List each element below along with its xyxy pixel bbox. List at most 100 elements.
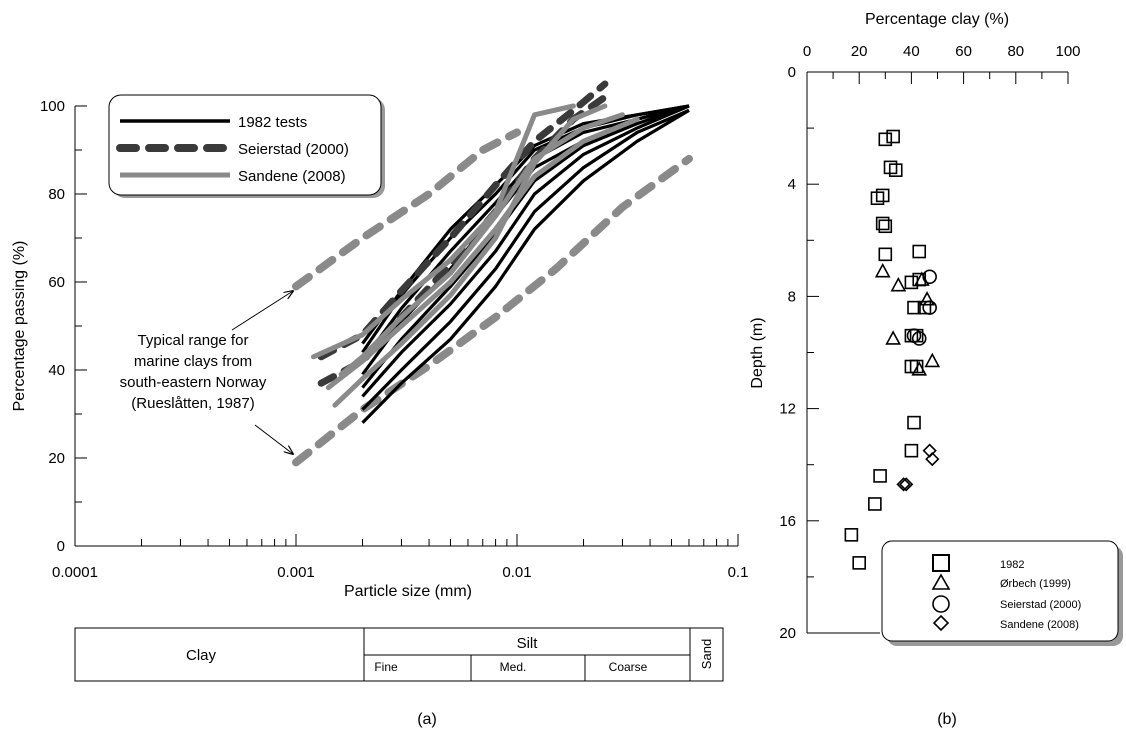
legend-b-marker-diamond — [932, 614, 950, 632]
point-1982 — [912, 244, 927, 259]
panel-a-x-tick-label: 0.001 — [277, 564, 315, 581]
legend-label-sandene: Sandene (2008) — [238, 168, 346, 185]
point-seierstad-2000 — [922, 269, 937, 285]
panel-b-x-tick-label: 100 — [1055, 43, 1080, 60]
panel-b-markers-layer — [844, 129, 941, 570]
curve-typical-range-for-marine-clays-1 — [292, 128, 521, 291]
panel-a-x-ticks: 0.0001 0.001 0.01 0.1 — [52, 534, 748, 581]
panel-a-x-tick-label: 0.1 — [728, 564, 749, 581]
point-1982 — [878, 247, 893, 262]
point-1982 — [904, 443, 919, 458]
panel-b-y-tick-label: 20 — [779, 625, 796, 642]
point-1982 — [907, 300, 921, 315]
point-1982 — [844, 528, 859, 542]
panel-b-label: (b) — [937, 711, 957, 728]
point-seierstad-2000 — [911, 331, 927, 346]
point-sandene-2008 — [896, 477, 911, 492]
table-clay-label: Clay — [186, 647, 217, 664]
point-rbech-1999 — [919, 291, 935, 306]
annotation-line-4: (Rueslåtten, 1987) — [131, 395, 254, 412]
point-1982 — [907, 415, 921, 430]
panel-a-grading-chart: 0.0001 0.001 0.01 0.1 0 20 40 60 80 100 Particle… — [11, 80, 748, 728]
point-sandene-2008 — [925, 451, 940, 467]
panel-b-y-tick-label: 16 — [779, 513, 796, 530]
curve-1982-tests-4 — [361, 104, 690, 389]
annotation-arrow-lower — [254, 424, 293, 454]
legend-b-marker-circle — [932, 595, 950, 613]
panel-a-y-tick-label: 40 — [48, 362, 65, 379]
point-1982 — [868, 497, 882, 511]
panel-a-x-axis-label: Particle size (mm) — [344, 583, 472, 600]
panel-b-y-tick-label: 8 — [788, 288, 796, 305]
table-fine-label: Fine — [374, 660, 398, 674]
panel-a-x-tick-label: 0.01 — [502, 564, 531, 581]
size-classification-table — [74, 627, 724, 682]
panel-b-y-axis-label: Depth (m) — [749, 317, 766, 388]
panel-a-y-tick-label: 0 — [57, 538, 65, 555]
panel-b-y-tick-label: 0 — [788, 64, 796, 81]
curve-sandene-2008-4 — [338, 112, 625, 377]
point-1982 — [875, 188, 890, 203]
point-1982 — [873, 469, 887, 483]
panel-b-x-tick-label: 80 — [1007, 43, 1024, 60]
annotation-line-3: south-eastern Norway — [120, 374, 267, 391]
panel-a-y-tick-label: 60 — [48, 274, 65, 291]
legend-b-marker-square — [932, 554, 950, 572]
panel-b-y-ticks: 0 4 8 12 16 20 — [779, 64, 819, 642]
panel-b-y-tick-label: 4 — [788, 176, 796, 193]
panel-a-x-tick-label: 0.0001 — [52, 564, 98, 581]
panel-b-y-tick-label: 12 — [779, 401, 796, 418]
point-1982 — [909, 359, 924, 374]
table-coarse-label: Coarse — [609, 660, 648, 674]
point-1982 — [917, 300, 932, 315]
panel-a-y-tick-label: 100 — [40, 98, 65, 115]
curve-sandene-2008-1 — [332, 103, 608, 408]
point-sandene-2008 — [899, 477, 914, 492]
point-1982 — [904, 275, 919, 290]
legend-b-label-orbech: Ørbech (1999) — [1000, 578, 1071, 590]
panel-b-clay-depth-chart: 0 20 40 60 80 100 0 4 8 12 16 20 Percentage clay (… — [749, 11, 1123, 728]
panel-a-y-tick-label: 80 — [48, 186, 65, 203]
panel-a-y-axis-label: Percentage passing (%) — [11, 241, 28, 412]
panel-a-y-ticks: 0 20 40 60 80 100 — [40, 98, 87, 555]
point-1982 — [878, 219, 893, 234]
point-1982 — [888, 163, 903, 177]
panel-b-x-tick-label: 40 — [903, 43, 920, 60]
legend-label-1982: 1982 tests — [238, 114, 307, 131]
panel-a-y-tick-label: 20 — [48, 450, 65, 467]
point-1982 — [886, 129, 900, 144]
panel-b-x-tick-label: 0 — [803, 43, 811, 60]
table-silt-label: Silt — [517, 635, 539, 652]
annotation-line-1: Typical range for — [138, 332, 249, 349]
typical-range-annotation: Typical range for marine clays from sout… — [120, 291, 293, 454]
annotation-line-2: marine clays from — [134, 353, 252, 370]
point-rbech-1999 — [924, 352, 941, 368]
point-rbech-1999 — [890, 277, 907, 292]
curve-sandene-2008-3 — [325, 116, 640, 391]
table-frame — [74, 627, 724, 682]
annotation-arrow-upper — [231, 291, 293, 331]
curve-sandene-2008-2 — [311, 103, 576, 360]
curve-1982-tests-1 — [361, 109, 690, 424]
curve-1982-tests-6 — [361, 104, 690, 363]
legend-b-label-seierstad: Seierstad (2000) — [1000, 599, 1081, 611]
panel-a-label: (a) — [417, 711, 437, 728]
point-seierstad-2000 — [922, 300, 937, 315]
curve-1982-tests-3 — [361, 104, 690, 398]
panel-a-legend: 1982 tests Seierstad (2000) Sandene (200… — [108, 94, 385, 198]
point-1982 — [878, 132, 893, 147]
point-rbech-1999 — [911, 361, 928, 376]
panel-b-x-axis-label: Percentage clay (%) — [865, 11, 1009, 28]
panel-b-x-ticks: 0 20 40 60 80 100 — [803, 43, 1081, 84]
point-rbech-1999 — [874, 262, 891, 278]
point-1982 — [852, 556, 867, 570]
point-1982 — [875, 216, 890, 231]
panel-b-legend: 1982 Ørbech (1999) Seierstad (2000) Sand… — [881, 540, 1123, 646]
table-med-label: Med. — [500, 660, 527, 674]
point-rbech-1999 — [885, 330, 901, 345]
grading-curves-layer — [292, 80, 693, 467]
legend-b-label-1982: 1982 — [1000, 559, 1024, 571]
panel-b-x-tick-label: 20 — [851, 43, 868, 60]
panel-b-x-tick-label: 60 — [955, 43, 972, 60]
